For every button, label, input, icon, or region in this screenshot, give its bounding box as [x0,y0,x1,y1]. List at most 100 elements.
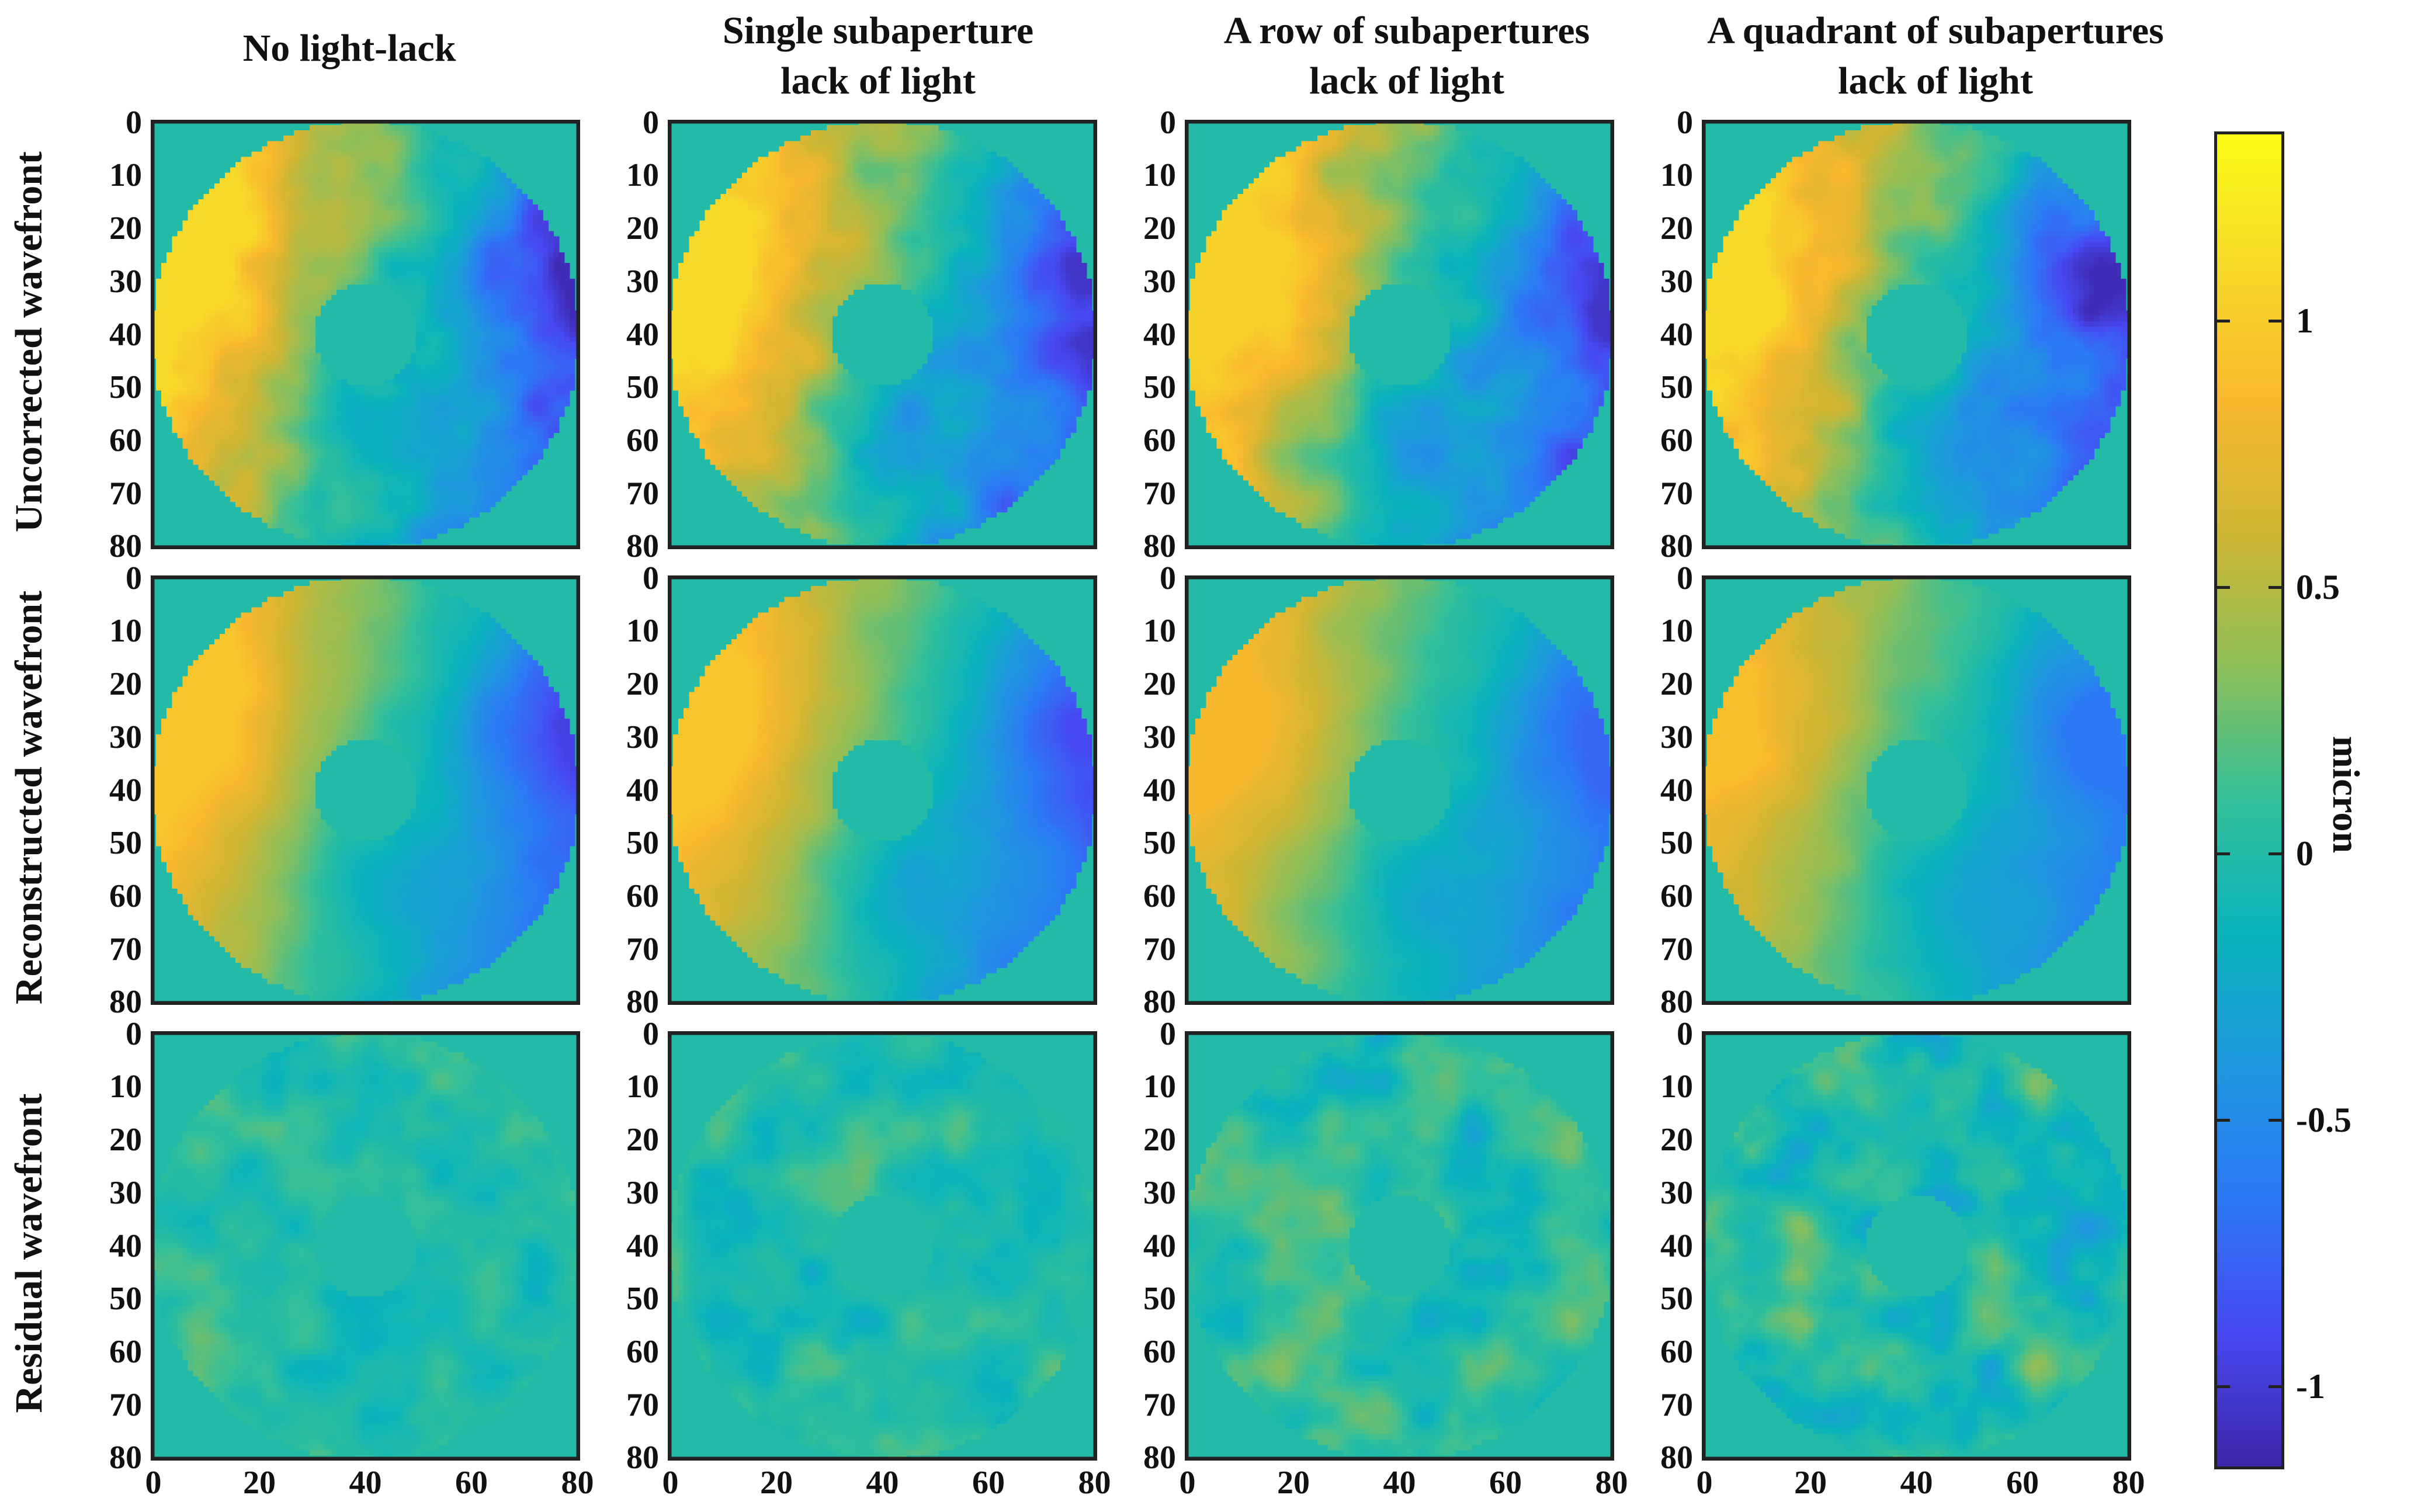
heatmap-cell [177,417,183,422]
heatmap-cell [331,241,337,248]
heatmap-cell [394,512,401,518]
heatmap-cell [182,395,189,401]
heatmap-cell [310,400,315,407]
heatmap-cell [193,358,199,364]
heatmap-cell [522,289,528,296]
heatmap-cell [177,310,183,317]
heatmap-cell [352,257,358,263]
heatmap-cell [448,427,453,433]
heatmap-cell [400,369,406,375]
heatmap-cell [426,141,432,147]
heatmap-cell [336,501,342,507]
heatmap-cell [505,294,512,301]
heatmap-cell [469,247,475,253]
heatmap-cell [294,348,300,353]
heatmap-cell [304,300,310,306]
heatmap-cell [421,194,427,200]
heatmap-cell [209,422,215,428]
heatmap-cell [469,226,475,232]
heatmap-cell [511,326,517,332]
heatmap-cell [522,363,528,370]
heatmap-cell [505,474,512,481]
heatmap-cell [304,210,310,216]
heatmap-cell [325,501,332,507]
heatmap-cell [336,183,342,189]
heatmap-cell [495,220,501,227]
heatmap-cell [463,183,470,189]
heatmap-cell [516,252,522,258]
heatmap-cell [251,374,258,380]
heatmap-cell [938,146,944,152]
heatmap-cell [288,390,294,396]
heatmap-cell [241,257,247,263]
heatmap-cell [262,215,268,221]
heatmap-cell [357,273,363,279]
heatmap-cell [256,157,263,163]
heatmap-cell [431,390,438,396]
heatmap-cell [421,284,427,290]
heatmap-cell [203,337,210,343]
heatmap-cell [188,395,194,401]
heatmap-cell [405,157,411,163]
heatmap-cell [458,522,464,529]
heatmap-cell [172,342,178,348]
heatmap-cell [532,326,538,332]
heatmap-cell [272,220,279,227]
heatmap-cell [394,125,401,131]
heatmap-cell [527,363,533,370]
heatmap-cell [193,400,199,407]
heatmap-cell [543,348,549,353]
heatmap-cell [368,422,374,428]
heatmap-cell [474,215,480,221]
heatmap-cell [505,183,512,189]
heatmap-cell [256,162,263,168]
heatmap-cell [256,310,263,317]
heatmap-cell [262,162,268,168]
heatmap-cell [161,263,167,269]
heatmap-cell [246,294,252,301]
heatmap-cell [505,321,512,327]
heatmap-cell [458,480,464,486]
heatmap-cell [331,417,337,422]
heatmap-cell [437,363,443,370]
heatmap-cell [267,326,273,332]
heatmap-cell [357,125,363,131]
heatmap-cell [564,331,570,338]
heatmap-cell [527,204,533,210]
heatmap-cell [193,289,199,296]
heatmap-cell [225,469,231,476]
heatmap-cell [225,337,231,343]
heatmap-cell [310,422,315,428]
heatmap-cell [288,321,294,327]
heatmap-cell [256,194,263,200]
heatmap-cell [848,146,854,152]
heatmap-cell [500,183,507,189]
heatmap-cell [448,400,453,407]
heatmap-cell [479,337,485,343]
heatmap-cell [203,406,210,412]
heatmap-cell [362,517,369,523]
heatmap-cell [209,379,215,386]
heatmap-cell [272,411,279,417]
heatmap-cell [368,384,374,391]
heatmap-cell [527,268,533,274]
heatmap-cell [251,220,258,227]
heatmap-cell [241,305,247,311]
heatmap-cell [346,157,353,163]
heatmap-cell [448,474,453,481]
heatmap-cell [442,459,448,465]
heatmap-cell [272,141,279,147]
heatmap-cell [230,485,236,491]
heatmap-cell [463,241,470,248]
heatmap-cell [320,146,327,152]
heatmap-cell [548,284,554,290]
heatmap-cell [272,157,279,163]
heatmap-cell [532,459,538,465]
heatmap-cell [310,326,315,332]
heatmap-cell [294,406,300,412]
heatmap-cell [516,188,522,195]
heatmap-cell [177,305,183,311]
heatmap-cell [182,363,189,370]
heatmap-cell [188,273,194,279]
heatmap-cell [203,369,210,375]
